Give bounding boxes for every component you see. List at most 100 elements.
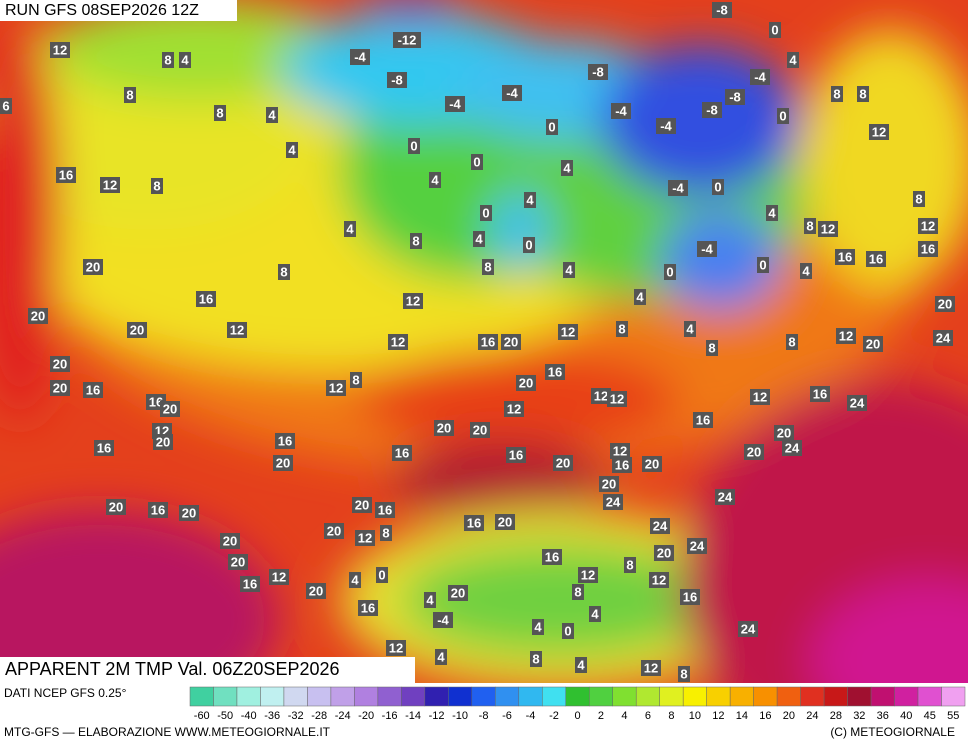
label-box	[725, 89, 745, 105]
label-box	[473, 231, 485, 247]
map-label: 6	[2, 98, 9, 113]
label-box	[611, 103, 631, 119]
map-label: 8	[915, 191, 922, 206]
colorbar-swatch	[682, 686, 707, 707]
label-box	[603, 494, 623, 510]
map-label: 8	[532, 651, 539, 666]
colorbar-label: -32	[288, 710, 304, 722]
label-box	[478, 334, 498, 350]
map-label: 20	[182, 505, 196, 520]
map-label: 24	[741, 621, 756, 636]
label-box	[588, 64, 608, 80]
map-label: 20	[657, 545, 671, 560]
label-box	[610, 443, 630, 459]
map-label: 0	[771, 22, 778, 37]
label-box	[376, 567, 388, 583]
colorbar-swatch	[588, 686, 613, 707]
map-label: 16	[59, 167, 73, 182]
label-box	[668, 180, 688, 196]
label-box	[750, 389, 770, 405]
map-label: 8	[618, 321, 625, 336]
label-box	[835, 249, 855, 265]
label-box	[350, 372, 362, 388]
label-box	[624, 557, 636, 573]
label-box	[863, 336, 883, 352]
colorbar-label: -14	[405, 710, 421, 722]
label-box	[358, 600, 378, 616]
label-box	[83, 382, 103, 398]
label-box	[435, 649, 447, 665]
map-label: 16	[243, 576, 257, 591]
label-box	[516, 375, 536, 391]
map-label: 20	[86, 259, 100, 274]
label-box	[563, 262, 575, 278]
map-label: 16	[361, 600, 375, 615]
colorbar-label: 20	[783, 710, 795, 722]
colorbar-label: 4	[621, 710, 627, 722]
map-label: -8	[592, 64, 604, 79]
map-label: 24	[606, 494, 621, 509]
map-label: 8	[382, 525, 389, 540]
map-label: -8	[729, 89, 741, 104]
label-box	[664, 264, 676, 280]
map-label: 24	[718, 489, 733, 504]
label-box	[471, 154, 483, 170]
map-label: -4	[672, 180, 684, 195]
label-box	[326, 380, 346, 396]
label-box	[553, 455, 573, 471]
label-box	[702, 102, 722, 118]
label-box	[106, 499, 126, 515]
map-label: -4	[449, 96, 461, 111]
map-label: 20	[309, 583, 323, 598]
map-label: 20	[276, 455, 290, 470]
label-box	[680, 589, 700, 605]
map-label: 24	[936, 330, 951, 345]
label-box	[162, 52, 174, 68]
map-label: 4	[577, 657, 585, 672]
colorbar-label: 45	[924, 710, 936, 722]
label-box	[445, 96, 465, 112]
label-box	[153, 434, 173, 450]
label-box	[387, 72, 407, 88]
map-label: 0	[525, 237, 532, 252]
label-box	[160, 401, 180, 417]
colorbar-label: -4	[526, 710, 536, 722]
map-label: 4	[789, 52, 797, 67]
label-box	[693, 412, 713, 428]
label-box	[100, 177, 120, 193]
label-box	[750, 69, 770, 85]
colorbar-swatch	[260, 686, 285, 707]
label-box	[480, 205, 492, 221]
label-box	[562, 623, 574, 639]
label-box	[712, 179, 724, 195]
colorbar-swatch	[870, 686, 895, 707]
colorbar-label: -24	[335, 710, 351, 722]
label-box	[464, 515, 484, 531]
label-box	[124, 87, 136, 103]
map-label: 12	[53, 42, 67, 57]
map-label: 8	[352, 372, 359, 387]
label-box	[818, 221, 838, 237]
label-box	[196, 291, 216, 307]
map-label: 20	[53, 380, 67, 395]
label-box	[83, 259, 103, 275]
map-label: 16	[467, 515, 481, 530]
colorbar-swatch	[776, 686, 801, 707]
label-box	[607, 391, 627, 407]
colorbar-swatch	[847, 686, 872, 707]
map-label: 8	[859, 86, 866, 101]
map-label: 4	[475, 231, 483, 246]
colorbar-swatch	[283, 686, 308, 707]
map-label: 4	[686, 321, 694, 336]
label-box	[392, 445, 412, 461]
map-label: 8	[412, 233, 419, 248]
map-label: 8	[216, 105, 223, 120]
colorbar-swatch	[424, 686, 449, 707]
map-label: 8	[153, 178, 160, 193]
label-box	[578, 567, 598, 583]
label-box	[434, 420, 454, 436]
label-box	[380, 525, 392, 541]
colorbar-label: -2	[549, 710, 559, 722]
label-box	[918, 241, 938, 257]
